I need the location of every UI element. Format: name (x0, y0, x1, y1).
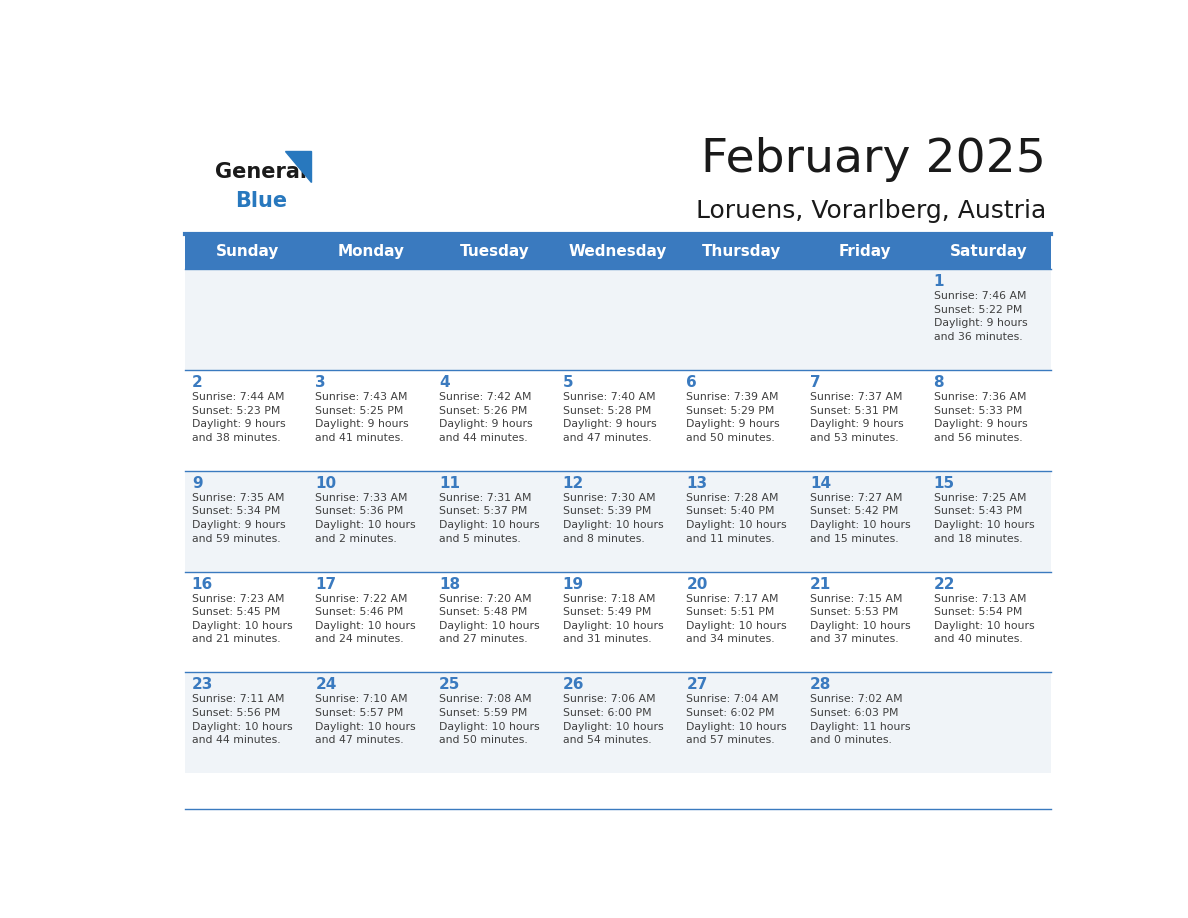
Text: Sunrise: 7:06 AM
Sunset: 6:00 PM
Daylight: 10 hours
and 54 minutes.: Sunrise: 7:06 AM Sunset: 6:00 PM Dayligh… (563, 694, 663, 745)
Text: Sunrise: 7:33 AM
Sunset: 5:36 PM
Daylight: 10 hours
and 2 minutes.: Sunrise: 7:33 AM Sunset: 5:36 PM Dayligh… (315, 493, 416, 543)
Text: Wednesday: Wednesday (569, 244, 668, 259)
Text: 6: 6 (687, 375, 697, 390)
Text: Sunrise: 7:15 AM
Sunset: 5:53 PM
Daylight: 10 hours
and 37 minutes.: Sunrise: 7:15 AM Sunset: 5:53 PM Dayligh… (810, 594, 910, 644)
Text: Blue: Blue (235, 191, 287, 210)
Text: 8: 8 (934, 375, 944, 390)
Text: 24: 24 (315, 677, 336, 692)
Text: 26: 26 (563, 677, 584, 692)
Text: Sunrise: 7:43 AM
Sunset: 5:25 PM
Daylight: 9 hours
and 41 minutes.: Sunrise: 7:43 AM Sunset: 5:25 PM Dayligh… (315, 392, 409, 442)
Text: 17: 17 (315, 577, 336, 591)
Text: 10: 10 (315, 476, 336, 491)
Text: 7: 7 (810, 375, 821, 390)
Text: Sunrise: 7:44 AM
Sunset: 5:23 PM
Daylight: 9 hours
and 38 minutes.: Sunrise: 7:44 AM Sunset: 5:23 PM Dayligh… (191, 392, 285, 442)
Text: Sunrise: 7:40 AM
Sunset: 5:28 PM
Daylight: 9 hours
and 47 minutes.: Sunrise: 7:40 AM Sunset: 5:28 PM Dayligh… (563, 392, 656, 442)
Text: Sunrise: 7:04 AM
Sunset: 6:02 PM
Daylight: 10 hours
and 57 minutes.: Sunrise: 7:04 AM Sunset: 6:02 PM Dayligh… (687, 694, 786, 745)
Text: 25: 25 (440, 677, 461, 692)
Text: February 2025: February 2025 (701, 137, 1047, 182)
Text: 22: 22 (934, 577, 955, 591)
Text: 28: 28 (810, 677, 832, 692)
Text: Sunrise: 7:46 AM
Sunset: 5:22 PM
Daylight: 9 hours
and 36 minutes.: Sunrise: 7:46 AM Sunset: 5:22 PM Dayligh… (934, 291, 1028, 341)
Bar (185, 269, 1051, 370)
Bar (185, 234, 1051, 269)
Text: Loruens, Vorarlberg, Austria: Loruens, Vorarlberg, Austria (696, 198, 1047, 222)
Text: 4: 4 (440, 375, 450, 390)
Polygon shape (285, 151, 310, 183)
Text: 15: 15 (934, 476, 955, 491)
Text: Sunrise: 7:28 AM
Sunset: 5:40 PM
Daylight: 10 hours
and 11 minutes.: Sunrise: 7:28 AM Sunset: 5:40 PM Dayligh… (687, 493, 786, 543)
Text: 14: 14 (810, 476, 832, 491)
Text: 18: 18 (440, 577, 460, 591)
Bar (185, 672, 1051, 773)
Text: Tuesday: Tuesday (460, 244, 530, 259)
Text: Sunrise: 7:35 AM
Sunset: 5:34 PM
Daylight: 9 hours
and 59 minutes.: Sunrise: 7:35 AM Sunset: 5:34 PM Dayligh… (191, 493, 285, 543)
Text: Sunrise: 7:22 AM
Sunset: 5:46 PM
Daylight: 10 hours
and 24 minutes.: Sunrise: 7:22 AM Sunset: 5:46 PM Dayligh… (315, 594, 416, 644)
Text: 23: 23 (191, 677, 213, 692)
Text: 16: 16 (191, 577, 213, 591)
Text: Sunrise: 7:37 AM
Sunset: 5:31 PM
Daylight: 9 hours
and 53 minutes.: Sunrise: 7:37 AM Sunset: 5:31 PM Dayligh… (810, 392, 904, 442)
Text: Sunrise: 7:13 AM
Sunset: 5:54 PM
Daylight: 10 hours
and 40 minutes.: Sunrise: 7:13 AM Sunset: 5:54 PM Dayligh… (934, 594, 1035, 644)
Text: 21: 21 (810, 577, 832, 591)
Text: General: General (215, 162, 307, 182)
Text: Sunrise: 7:23 AM
Sunset: 5:45 PM
Daylight: 10 hours
and 21 minutes.: Sunrise: 7:23 AM Sunset: 5:45 PM Dayligh… (191, 594, 292, 644)
Text: Sunrise: 7:27 AM
Sunset: 5:42 PM
Daylight: 10 hours
and 15 minutes.: Sunrise: 7:27 AM Sunset: 5:42 PM Dayligh… (810, 493, 910, 543)
Text: Sunrise: 7:18 AM
Sunset: 5:49 PM
Daylight: 10 hours
and 31 minutes.: Sunrise: 7:18 AM Sunset: 5:49 PM Dayligh… (563, 594, 663, 644)
Text: Thursday: Thursday (702, 244, 782, 259)
Text: 1: 1 (934, 274, 944, 289)
Text: 12: 12 (563, 476, 584, 491)
Text: Sunrise: 7:08 AM
Sunset: 5:59 PM
Daylight: 10 hours
and 50 minutes.: Sunrise: 7:08 AM Sunset: 5:59 PM Dayligh… (440, 694, 539, 745)
Text: Sunrise: 7:31 AM
Sunset: 5:37 PM
Daylight: 10 hours
and 5 minutes.: Sunrise: 7:31 AM Sunset: 5:37 PM Dayligh… (440, 493, 539, 543)
Text: Friday: Friday (839, 244, 892, 259)
Text: Sunrise: 7:36 AM
Sunset: 5:33 PM
Daylight: 9 hours
and 56 minutes.: Sunrise: 7:36 AM Sunset: 5:33 PM Dayligh… (934, 392, 1028, 442)
Text: Sunrise: 7:42 AM
Sunset: 5:26 PM
Daylight: 9 hours
and 44 minutes.: Sunrise: 7:42 AM Sunset: 5:26 PM Dayligh… (440, 392, 532, 442)
Text: Sunrise: 7:17 AM
Sunset: 5:51 PM
Daylight: 10 hours
and 34 minutes.: Sunrise: 7:17 AM Sunset: 5:51 PM Dayligh… (687, 594, 786, 644)
Text: 20: 20 (687, 577, 708, 591)
Text: 19: 19 (563, 577, 583, 591)
Text: Sunrise: 7:02 AM
Sunset: 6:03 PM
Daylight: 11 hours
and 0 minutes.: Sunrise: 7:02 AM Sunset: 6:03 PM Dayligh… (810, 694, 910, 745)
Text: 2: 2 (191, 375, 202, 390)
Text: Sunrise: 7:10 AM
Sunset: 5:57 PM
Daylight: 10 hours
and 47 minutes.: Sunrise: 7:10 AM Sunset: 5:57 PM Dayligh… (315, 694, 416, 745)
Text: Sunrise: 7:11 AM
Sunset: 5:56 PM
Daylight: 10 hours
and 44 minutes.: Sunrise: 7:11 AM Sunset: 5:56 PM Dayligh… (191, 694, 292, 745)
Bar (185, 572, 1051, 672)
Text: Sunrise: 7:25 AM
Sunset: 5:43 PM
Daylight: 10 hours
and 18 minutes.: Sunrise: 7:25 AM Sunset: 5:43 PM Dayligh… (934, 493, 1035, 543)
Text: Monday: Monday (337, 244, 404, 259)
Text: 3: 3 (315, 375, 326, 390)
Text: 5: 5 (563, 375, 574, 390)
Text: Sunrise: 7:30 AM
Sunset: 5:39 PM
Daylight: 10 hours
and 8 minutes.: Sunrise: 7:30 AM Sunset: 5:39 PM Dayligh… (563, 493, 663, 543)
Text: Sunrise: 7:39 AM
Sunset: 5:29 PM
Daylight: 9 hours
and 50 minutes.: Sunrise: 7:39 AM Sunset: 5:29 PM Dayligh… (687, 392, 781, 442)
Text: Sunrise: 7:20 AM
Sunset: 5:48 PM
Daylight: 10 hours
and 27 minutes.: Sunrise: 7:20 AM Sunset: 5:48 PM Dayligh… (440, 594, 539, 644)
Text: 9: 9 (191, 476, 202, 491)
Text: 27: 27 (687, 677, 708, 692)
Text: 11: 11 (440, 476, 460, 491)
Text: Sunday: Sunday (215, 244, 279, 259)
Bar (185, 370, 1051, 471)
Bar (185, 471, 1051, 572)
Text: 13: 13 (687, 476, 707, 491)
Text: Saturday: Saturday (950, 244, 1028, 259)
